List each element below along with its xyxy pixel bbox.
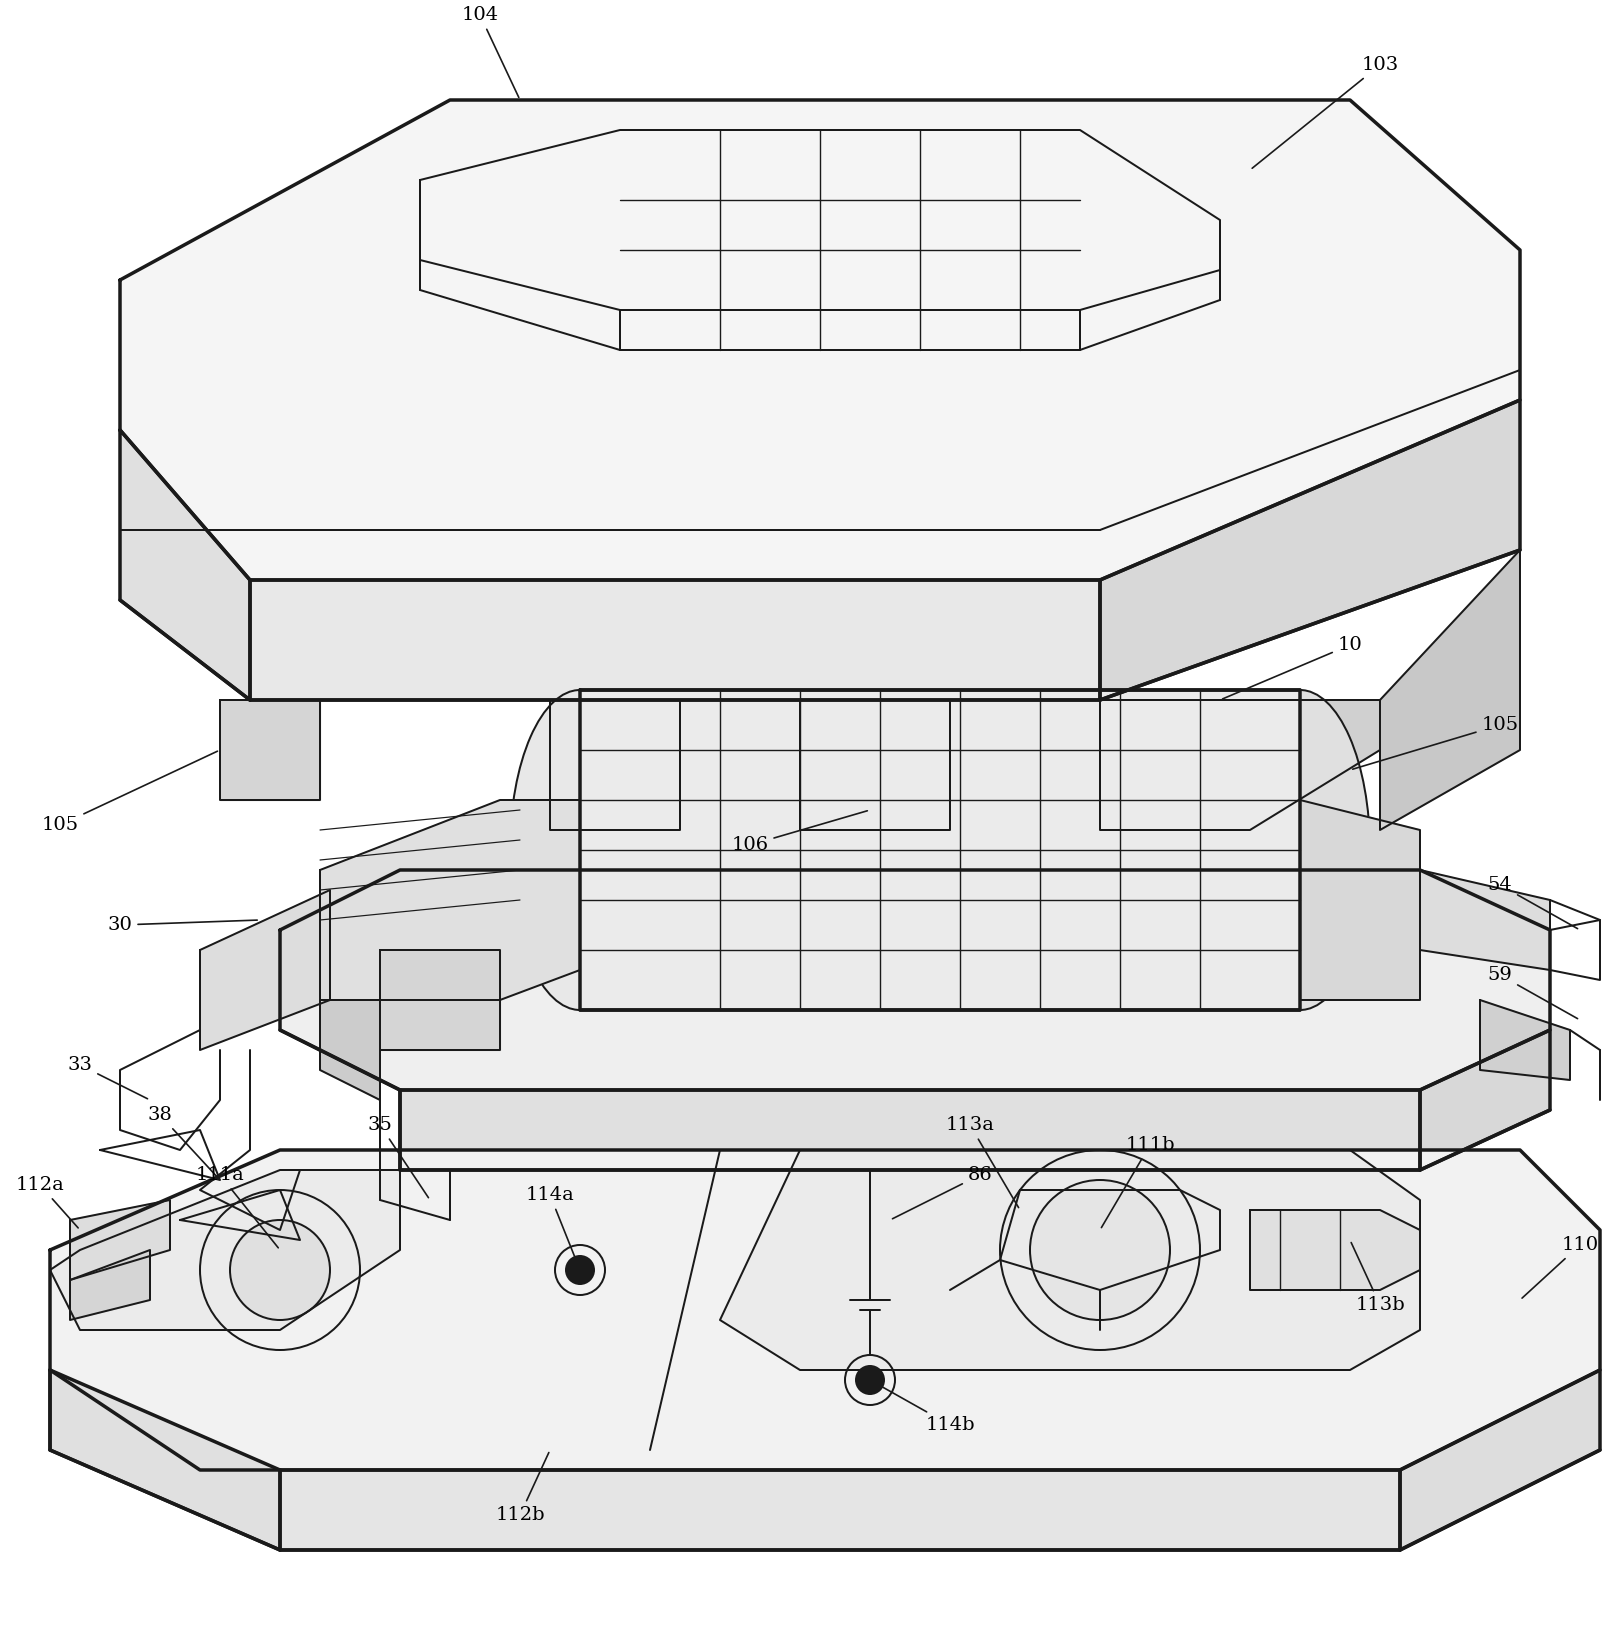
Text: 86: 86	[892, 1167, 992, 1219]
Polygon shape	[400, 1091, 1419, 1170]
Circle shape	[231, 1219, 331, 1320]
Text: 114b: 114b	[873, 1381, 974, 1434]
Text: 110: 110	[1523, 1236, 1598, 1299]
Text: 105: 105	[42, 751, 218, 833]
Polygon shape	[219, 700, 319, 800]
Polygon shape	[319, 800, 581, 1000]
Polygon shape	[581, 690, 1300, 1010]
Text: 30: 30	[108, 916, 256, 934]
Polygon shape	[1419, 1030, 1550, 1170]
Text: 114a: 114a	[526, 1186, 579, 1267]
Polygon shape	[800, 700, 950, 830]
Polygon shape	[119, 431, 250, 700]
Text: 113a: 113a	[945, 1115, 1018, 1208]
Polygon shape	[1400, 1370, 1600, 1549]
Text: 38: 38	[147, 1106, 218, 1178]
Polygon shape	[69, 1200, 169, 1280]
Text: 106: 106	[731, 810, 868, 855]
Ellipse shape	[1231, 690, 1369, 1010]
Polygon shape	[69, 1251, 150, 1320]
Polygon shape	[119, 101, 1519, 581]
Text: 111a: 111a	[195, 1167, 279, 1247]
Polygon shape	[281, 870, 1550, 1091]
Polygon shape	[1381, 549, 1519, 830]
Polygon shape	[319, 1000, 381, 1101]
Polygon shape	[281, 1470, 1400, 1549]
Text: 54: 54	[1487, 876, 1578, 929]
Polygon shape	[1100, 700, 1381, 830]
Polygon shape	[550, 700, 681, 830]
Text: 35: 35	[368, 1115, 429, 1198]
Polygon shape	[50, 1370, 281, 1549]
Text: 10: 10	[1223, 635, 1363, 700]
Text: 103: 103	[1252, 56, 1398, 168]
Text: 111b: 111b	[1102, 1135, 1174, 1228]
Text: 113b: 113b	[1352, 1242, 1405, 1313]
Polygon shape	[1481, 1000, 1569, 1081]
Polygon shape	[381, 950, 500, 1049]
Polygon shape	[50, 1170, 400, 1330]
Circle shape	[1031, 1180, 1169, 1320]
Text: 104: 104	[461, 7, 519, 97]
Text: 33: 33	[68, 1056, 147, 1099]
Text: 105: 105	[1353, 716, 1518, 769]
Text: 112a: 112a	[16, 1176, 77, 1228]
Polygon shape	[1419, 870, 1550, 970]
Text: 59: 59	[1487, 965, 1578, 1018]
Polygon shape	[250, 581, 1100, 700]
Polygon shape	[200, 889, 331, 1049]
Polygon shape	[1250, 1209, 1419, 1290]
Text: 112b: 112b	[495, 1452, 548, 1525]
Polygon shape	[1100, 399, 1519, 700]
Polygon shape	[50, 1150, 1600, 1470]
Circle shape	[565, 1256, 595, 1285]
Circle shape	[855, 1365, 886, 1394]
Polygon shape	[1300, 800, 1419, 1000]
Ellipse shape	[510, 690, 650, 1010]
Polygon shape	[719, 1150, 1419, 1370]
